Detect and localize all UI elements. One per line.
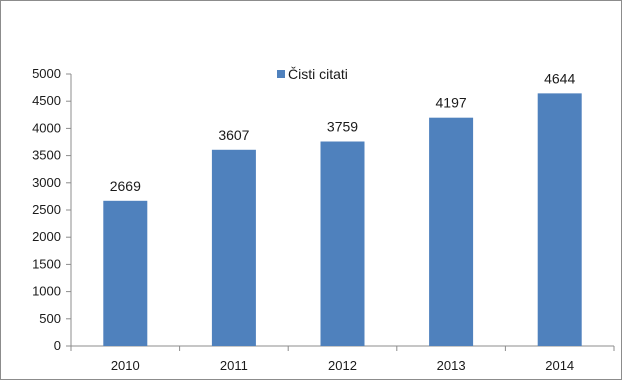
x-tick-label: 2013 <box>437 358 466 373</box>
data-label-2010: 2669 <box>110 178 141 194</box>
y-tick-label: 2500 <box>32 202 61 217</box>
y-axis: 0 500 1000 1500 2000 2500 3000 3500 4000 4500 5000 <box>32 66 72 353</box>
data-labels: 2669 3607 3759 4197 4644 <box>110 70 576 193</box>
y-tick-label: 500 <box>39 311 61 326</box>
y-tick-label: 3500 <box>32 148 61 163</box>
y-tick-label: 1000 <box>32 284 61 299</box>
bar-2014 <box>537 93 582 347</box>
bar-2012 <box>320 141 365 346</box>
y-tick-label: 2000 <box>32 229 61 244</box>
data-label-2012: 3759 <box>327 119 358 135</box>
bars <box>103 93 582 347</box>
y-tick-label: 3000 <box>32 175 61 190</box>
y-tick-label: 4000 <box>32 120 61 135</box>
data-label-2013: 4197 <box>436 95 467 111</box>
x-tick-label: 2012 <box>328 358 357 373</box>
x-tick-label: 2010 <box>111 358 140 373</box>
legend: Čisti citati <box>277 66 348 82</box>
x-tick-label: 2014 <box>545 358 574 373</box>
y-tick-label: 1500 <box>32 256 61 271</box>
legend-swatch <box>277 70 285 78</box>
bar-2013 <box>429 117 474 346</box>
legend-label: Čisti citati <box>288 66 348 82</box>
y-tick-label: 4500 <box>32 93 61 108</box>
y-tick-label: 5000 <box>32 66 61 81</box>
bar-2011 <box>211 149 256 346</box>
bar-2010 <box>103 200 148 346</box>
data-label-2011: 3607 <box>218 127 249 143</box>
y-tick-label: 0 <box>54 338 61 353</box>
x-tick-label: 2011 <box>220 358 248 373</box>
x-axis: 2010 2011 2012 2013 2014 <box>70 345 615 373</box>
data-label-2014: 4644 <box>544 70 575 86</box>
